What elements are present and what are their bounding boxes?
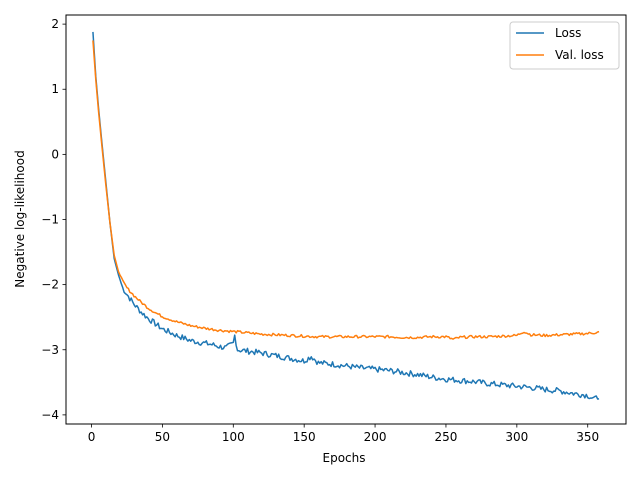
legend-label-val-loss: Val. loss	[555, 48, 604, 62]
y-axis-label: Negative log-likelihood	[13, 150, 27, 287]
y-axis: 2 1 0 −1 −2 −3 −4	[41, 17, 66, 422]
y-tick-label: −2	[41, 278, 59, 292]
axes-frame	[65, 14, 627, 425]
x-tick-label: 50	[155, 430, 170, 444]
x-tick-label: 300	[505, 430, 528, 444]
y-tick-label: −4	[41, 408, 59, 422]
legend-label-loss: Loss	[555, 26, 581, 40]
y-tick-label: −3	[41, 343, 59, 357]
x-tick-label: 0	[88, 430, 96, 444]
x-tick-label: 350	[576, 430, 599, 444]
y-tick-label: 1	[51, 82, 59, 96]
y-tick-label: 2	[51, 17, 59, 31]
y-tick-label: −1	[41, 213, 59, 227]
x-tick-label: 200	[364, 430, 387, 444]
legend: Loss Val. loss	[509, 21, 620, 70]
series-line-val-loss	[92, 40, 600, 340]
x-tick-label: 250	[434, 430, 457, 444]
x-tick-label: 150	[293, 430, 316, 444]
y-tick-label: 0	[51, 147, 59, 161]
x-axis: 0 50 100 150 200 250 300 350	[88, 424, 599, 444]
series-line-loss	[92, 31, 600, 400]
plot-area	[92, 31, 600, 400]
x-tick-label: 100	[222, 430, 245, 444]
x-axis-label: Epochs	[323, 451, 366, 465]
